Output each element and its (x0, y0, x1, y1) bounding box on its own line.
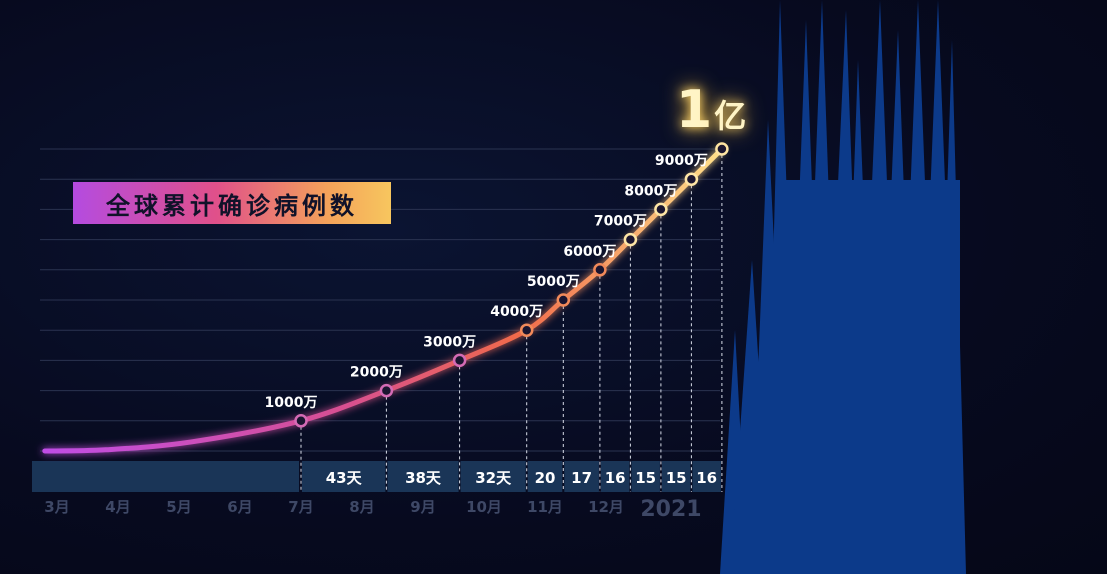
milestone-point (519, 323, 534, 337)
interval-cell (302, 461, 386, 492)
interval-cell (460, 461, 526, 492)
headline-label: 1亿 (676, 80, 746, 140)
milestone-label: 9000万 (655, 153, 708, 169)
interval-band-start (32, 461, 299, 492)
x-tick-label: 11月 (527, 498, 563, 516)
x-tick-label: 5月 (166, 498, 191, 516)
x-tick-label: 9月 (410, 498, 435, 516)
milestone-point (452, 353, 467, 368)
x-tick-label: 3月 (44, 498, 69, 516)
milestone-point (715, 142, 729, 156)
milestone-label: 5000万 (527, 274, 580, 290)
interval-label: 32天 (475, 469, 512, 487)
milestone-label: 8000万 (624, 183, 677, 199)
interval-band: 43天 38天 32天 20 17 16 15 15 16 (32, 461, 721, 492)
interval-label: 16 (605, 469, 626, 487)
x-tick-label: 10月 (466, 498, 502, 516)
headline-unit: 亿 (714, 97, 747, 135)
interval-cell (692, 461, 721, 492)
milestone-label: 2000万 (350, 365, 403, 381)
background-spikes (720, 0, 966, 574)
milestone-point (654, 202, 668, 217)
spike-block (780, 180, 960, 574)
x-tick-label: 7月 (288, 498, 313, 516)
interval-label: 38天 (405, 469, 442, 487)
milestone-label: 1000万 (265, 395, 318, 411)
x-tick-label: 6月 (227, 498, 252, 516)
milestone-point (684, 172, 699, 186)
milestone-point (593, 263, 607, 277)
gridlines (40, 148, 720, 452)
interval-cell (564, 461, 599, 492)
interval-label: 15 (666, 469, 687, 487)
x-ticks: 3月 4月 5月 6月 7月 8月 9月 10月 11月 12月 2021 (44, 497, 701, 522)
milestone-point (294, 414, 308, 428)
milestone-point (623, 232, 638, 247)
interval-cell (527, 461, 563, 492)
milestone-label: 4000万 (490, 304, 543, 320)
headline-number: 1 (676, 80, 713, 140)
x-tick-label: 12月 (588, 498, 624, 516)
interval-label: 43天 (326, 469, 363, 487)
interval-cell (600, 461, 630, 492)
chart-title-badge: 全球累计确诊病例数 (73, 182, 391, 224)
milestone-label: 7000万 (594, 214, 647, 230)
milestone-label: 6000万 (563, 244, 616, 260)
x-tick-label: 4月 (105, 498, 130, 516)
milestone-point (556, 293, 571, 307)
interval-label: 15 (635, 469, 656, 487)
chart-title: 全球累计确诊病例数 (106, 191, 358, 220)
interval-cell (387, 461, 459, 492)
x-tick-label: 8月 (349, 498, 374, 516)
interval-label: 20 (535, 469, 556, 487)
x-tick-label: 2021 (640, 497, 701, 522)
interval-cell (631, 461, 660, 492)
milestone-point (379, 383, 394, 398)
interval-cell (661, 461, 691, 492)
interval-label: 17 (571, 469, 592, 487)
drop-lines (300, 155, 723, 492)
milestone-label: 3000万 (423, 334, 476, 350)
interval-label: 16 (696, 469, 717, 487)
